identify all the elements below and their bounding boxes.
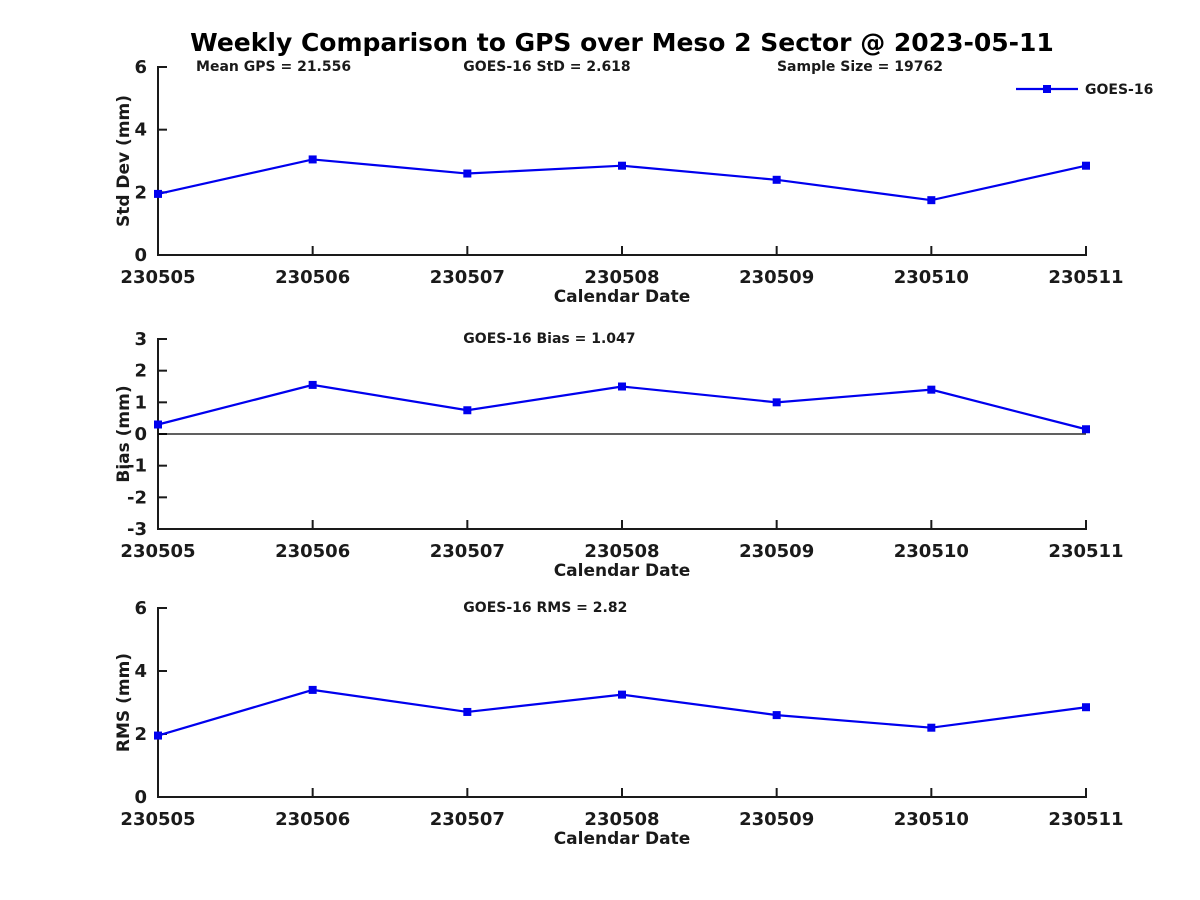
data-point-marker (618, 161, 626, 170)
y-tick-label: 4 (134, 120, 147, 141)
x-tick-label: 230511 (1048, 541, 1123, 562)
plot-annotation: Sample Size = 19762 (777, 59, 943, 75)
y-tick-label: -2 (127, 487, 147, 508)
legend-label: GOES-16 (1085, 82, 1153, 98)
x-tick-label: 230506 (275, 267, 350, 288)
x-tick-label: 230505 (120, 809, 195, 830)
x-axis-label: Calendar Date (554, 829, 691, 849)
y-tick-label: 6 (134, 598, 147, 619)
data-point-marker (1082, 161, 1090, 170)
x-tick-label: 230507 (430, 541, 505, 562)
y-tick-label: 3 (134, 329, 147, 350)
data-point-marker (618, 382, 626, 391)
data-point-marker (154, 420, 162, 429)
x-axis-label: Calendar Date (554, 287, 691, 307)
y-tick-label: -1 (127, 456, 147, 477)
x-tick-label: 230505 (120, 267, 195, 288)
data-point-marker (772, 175, 781, 184)
x-tick-label: 230509 (739, 809, 814, 830)
x-tick-label: 230511 (1048, 809, 1123, 830)
data-point-marker (463, 169, 472, 178)
y-tick-label: 1 (134, 392, 147, 413)
y-axis-label: RMS (mm) (114, 653, 134, 752)
legend: GOES-16 (1016, 82, 1153, 98)
data-point-marker (927, 723, 936, 732)
x-tick-label: 230511 (1048, 267, 1123, 288)
x-tick-label: 230508 (584, 541, 659, 562)
figure-title: Weekly Comparison to GPS over Meso 2 Sec… (190, 28, 1054, 57)
y-axis-label: Bias (mm) (114, 385, 134, 482)
data-point-marker (308, 380, 317, 389)
x-tick-label: 230505 (120, 541, 195, 562)
plot-annotation: GOES-16 Bias = 1.047 (463, 331, 635, 347)
y-axis-label: Std Dev (mm) (114, 95, 134, 227)
y-tick-label: 2 (134, 724, 147, 745)
data-point-marker (308, 685, 317, 694)
subplot-1: 0 2 4 6 230505 230506 230507 230508 230509 230510… (114, 57, 1153, 307)
plot-annotation: GOES-16 RMS = 2.82 (463, 600, 627, 616)
x-tick-label: 230510 (894, 541, 969, 562)
series-line-goes-16 (157, 383, 1087, 431)
y-tick-label: 6 (134, 57, 147, 78)
y-tick-label: 4 (134, 661, 147, 682)
data-point-marker (927, 196, 936, 205)
y-tick-label: 2 (134, 182, 147, 203)
y-tick-label: 2 (134, 361, 147, 382)
y-tick-label: -3 (127, 519, 147, 540)
plot-annotation: GOES-16 StD = 2.618 (463, 59, 630, 75)
x-tick-label: 230506 (275, 809, 350, 830)
x-tick-label: 230507 (430, 809, 505, 830)
plot-annotation: Mean GPS = 21.556 (196, 59, 351, 75)
data-point-marker (1082, 425, 1090, 434)
data-point-marker (1082, 703, 1090, 712)
data-point-marker (463, 707, 472, 716)
data-point-marker (463, 406, 472, 415)
y-tick-label: 0 (134, 787, 147, 808)
x-tick-label: 230510 (894, 267, 969, 288)
x-axis-label: Calendar Date (554, 561, 691, 581)
data-point-marker (308, 155, 317, 164)
x-tick-label: 230509 (739, 267, 814, 288)
legend-marker-sample (1043, 85, 1051, 93)
data-point-marker (618, 690, 626, 699)
data-point-marker (772, 398, 781, 407)
data-point-marker (154, 189, 162, 198)
data-point-marker (927, 385, 936, 394)
x-tick-label: 230510 (894, 809, 969, 830)
y-tick-label: 0 (134, 424, 147, 445)
x-tick-label: 230508 (584, 267, 659, 288)
x-tick-label: 230508 (584, 809, 659, 830)
x-tick-label: 230509 (739, 541, 814, 562)
x-tick-label: 230507 (430, 267, 505, 288)
data-point-marker (772, 711, 781, 720)
y-tick-label: 0 (134, 245, 147, 266)
x-tick-label: 230506 (275, 541, 350, 562)
subplot-3: 0 2 4 6 230505 230506 230507 230508 230509 230510… (114, 598, 1124, 849)
data-point-marker (154, 731, 162, 740)
